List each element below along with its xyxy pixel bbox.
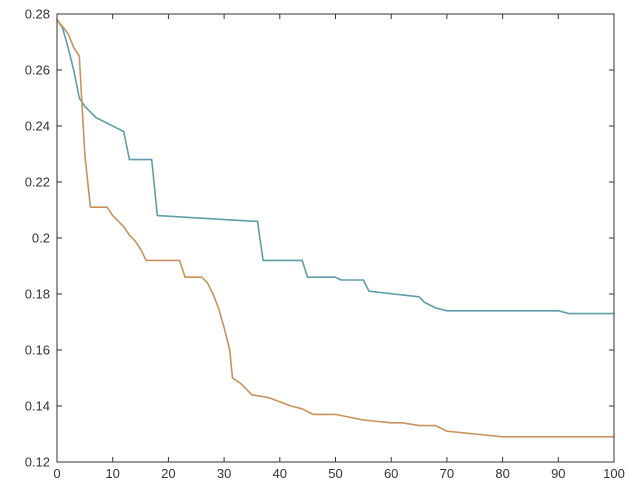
- axes-frame: [56, 13, 615, 463]
- x-tick-label: 60: [384, 466, 398, 481]
- y-tick-label: 0.28: [25, 7, 50, 22]
- x-tick-label: 100: [603, 466, 625, 481]
- x-tick-label: 50: [328, 466, 342, 481]
- y-tick-label: 0.16: [25, 343, 50, 358]
- y-tick-label: 0.24: [25, 119, 50, 134]
- series-line-2: [56, 18, 615, 438]
- x-tick-label: 20: [161, 466, 175, 481]
- y-tick-label: 0.18: [25, 287, 50, 302]
- series-line-1: [56, 18, 615, 315]
- series-layer: [56, 18, 615, 438]
- x-tick-label: 70: [440, 466, 454, 481]
- x-tick-label: 40: [273, 466, 287, 481]
- y-tick-label: 0.2: [32, 231, 50, 246]
- y-tick-label: 0.26: [25, 63, 50, 78]
- y-tick-label: 0.12: [25, 455, 50, 470]
- x-tick-label: 80: [495, 466, 509, 481]
- x-tick-label: 90: [551, 466, 565, 481]
- x-tick-label: 30: [217, 466, 231, 481]
- x-tick-label: 0: [53, 466, 60, 481]
- y-tick-label: 0.14: [25, 399, 50, 414]
- y-tick-label: 0.22: [25, 175, 50, 190]
- tick-labels-layer: 0 10 20 30 40 50 60 70 80 90 100 0.12 0.14 0.16 0.18 0.…: [25, 7, 625, 482]
- x-tick-label: 10: [105, 466, 119, 481]
